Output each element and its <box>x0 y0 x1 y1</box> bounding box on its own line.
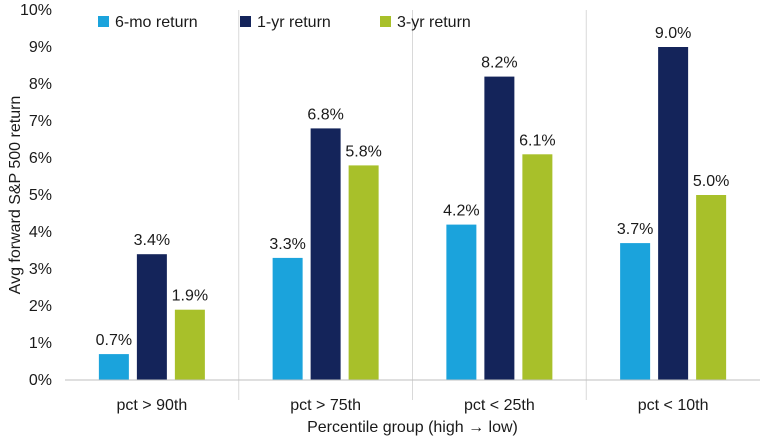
y-axis: 0% 1% 2% 3% 4% 5% 6% 7% 8% 9% 10% <box>20 2 52 389</box>
legend-label: 1-yr return <box>257 14 331 31</box>
bar <box>136 254 167 380</box>
y-tick-label: 7% <box>29 113 52 130</box>
legend: 6-mo return 1-yr return 3-yr return <box>98 14 471 31</box>
bar <box>658 47 689 380</box>
bar <box>174 309 205 380</box>
data-label: 0.7% <box>96 332 132 349</box>
y-tick-label: 1% <box>29 335 52 352</box>
bar <box>272 257 303 380</box>
y-tick-label: 10% <box>20 2 52 19</box>
bar <box>620 243 651 380</box>
y-axis-title: Avg forward S&P 500 return <box>7 96 24 295</box>
data-labels: 0.7% 3.4% 1.9% 3.3% 6.8% 5.8% 4.2% 8.2% 6.1% 3.7%… <box>96 25 730 349</box>
x-tick-label: pct < 25th <box>464 397 535 414</box>
y-tick-label: 0% <box>29 372 52 389</box>
legend-label: 3-yr return <box>397 14 471 31</box>
legend-swatch <box>380 16 391 27</box>
bar <box>348 165 379 380</box>
y-tick-label: 3% <box>29 261 52 278</box>
bar <box>484 76 515 380</box>
x-axis-title: Percentile group (high → low) <box>307 419 518 436</box>
x-tick-label: pct > 90th <box>117 397 188 414</box>
data-label: 1.9% <box>172 288 208 305</box>
bars <box>98 47 727 380</box>
data-label: 9.0% <box>655 25 691 42</box>
y-tick-label: 2% <box>29 298 52 315</box>
bar <box>310 128 341 380</box>
x-tick-label: pct > 75th <box>290 397 361 414</box>
y-tick-label: 6% <box>29 150 52 167</box>
bar <box>446 224 477 380</box>
x-axis: pct > 90th pct > 75th pct < 25th pct < 10th <box>65 379 760 414</box>
data-label: 5.8% <box>345 143 381 160</box>
y-tick-label: 8% <box>29 76 52 93</box>
data-label: 3.4% <box>134 232 170 249</box>
bar <box>696 195 727 380</box>
y-tick-label: 5% <box>29 187 52 204</box>
group-separators <box>238 10 587 400</box>
data-label: 8.2% <box>481 55 517 72</box>
bar <box>98 354 129 380</box>
data-label: 3.3% <box>269 236 305 253</box>
data-label: 4.2% <box>443 203 479 220</box>
data-label: 5.0% <box>693 173 729 190</box>
data-label: 6.1% <box>519 132 555 149</box>
y-tick-label: 9% <box>29 39 52 56</box>
x-tick-label: pct < 10th <box>638 397 709 414</box>
data-label: 3.7% <box>617 221 653 238</box>
bar <box>522 154 553 380</box>
legend-label: 6-mo return <box>115 14 198 31</box>
data-label: 6.8% <box>307 106 343 123</box>
legend-swatch <box>240 16 251 27</box>
y-tick-label: 4% <box>29 224 52 241</box>
legend-swatch <box>98 16 109 27</box>
